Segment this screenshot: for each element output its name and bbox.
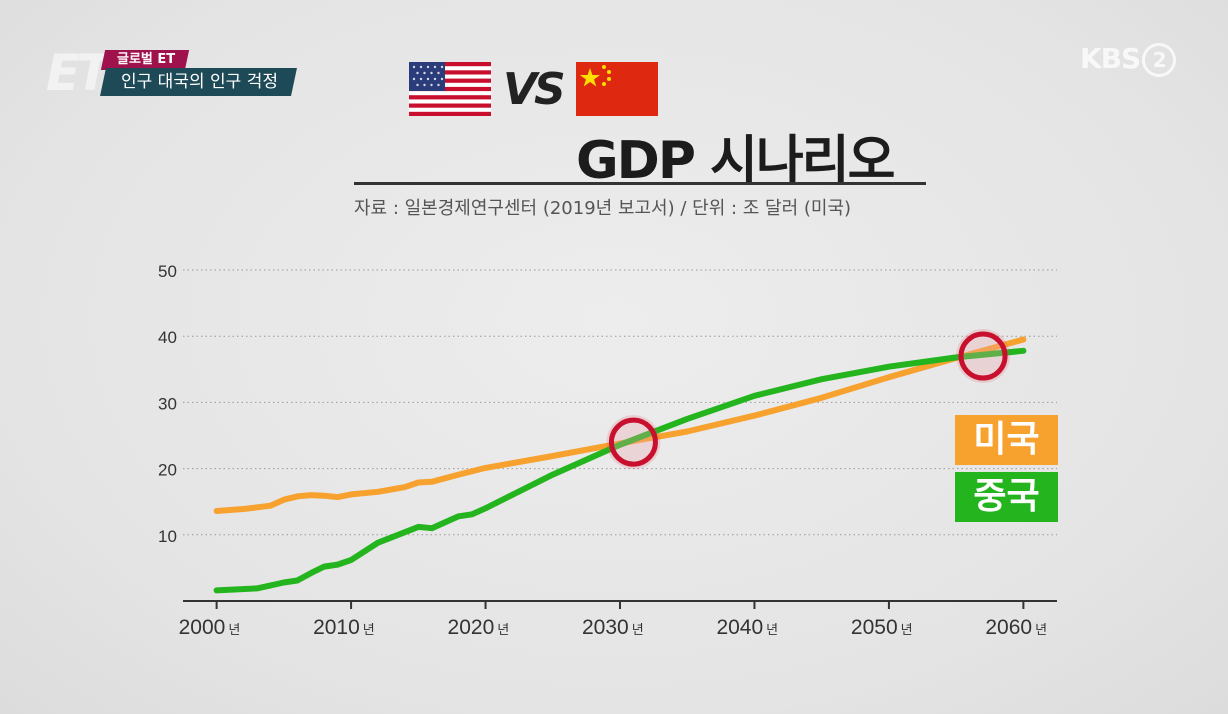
x-tick-label-2050: 2050 년 [851,616,913,639]
x-tick-suffix: 년 [228,622,240,637]
y-tick-label-20: 20 [158,461,177,480]
china-flag-icon [576,62,658,116]
series-line-usa [213,336,1027,514]
chart-title: GDP 시나리오 [576,131,895,191]
grid-lines [183,269,1057,536]
x-tick-suffix: 년 [632,622,644,637]
et-corner-logo: ET [46,44,110,102]
x-tick-suffix: 년 [766,622,778,637]
us-flag-icon [409,62,491,116]
title-divider [354,182,926,185]
y-axis-ticks: 10 20 30 40 50 [158,262,177,546]
y-tick-label-10: 10 [158,527,177,546]
y-tick-label-40: 40 [158,328,177,347]
x-tick-label-2030: 2030 년 [582,616,644,639]
x-tick-label-2000: 2000 년 [179,616,241,639]
legend-usa: 미국 [955,415,1058,465]
kbs-logo-text: KBS [1080,42,1141,75]
x-tick-label-2020: 2020 년 [448,616,510,639]
legend-china: 중국 [955,472,1058,522]
y-tick-label-50: 50 [158,262,177,281]
crossover-glow-2 [956,329,1011,384]
source-note: 자료 : 일본경제연구센터 (2019년 보고서) / 단위 : 조 달러 (미… [354,198,852,219]
x-tick-label-2010: 2010 년 [313,616,375,639]
x-tick-suffix: 년 [497,622,509,637]
crossover-marker-1 [608,417,658,467]
kbs-channel-logo: KBS 2 [1080,42,1177,77]
x-tick-label-2040: 2040 년 [716,616,778,639]
x-axis: 2000 년 2010 년 2020 년 2030 년 2040 년 2050 년 2060 년 [179,600,1057,639]
versus-label: VS [503,64,566,115]
x-tick-suffix: 년 [1035,622,1047,637]
series-lines [213,336,1027,594]
crossover-glow-1 [606,415,661,470]
crossover-marker-2 [958,331,1008,381]
x-tick-suffix: 년 [363,622,375,637]
x-tick-suffix: 년 [901,622,913,637]
series-line-china [213,347,1027,594]
channel-number-badge: 2 [1142,43,1177,77]
x-tick-label-2060: 2060 년 [985,616,1047,639]
crossover-markers [606,329,1011,470]
y-tick-label-30: 30 [158,394,177,413]
